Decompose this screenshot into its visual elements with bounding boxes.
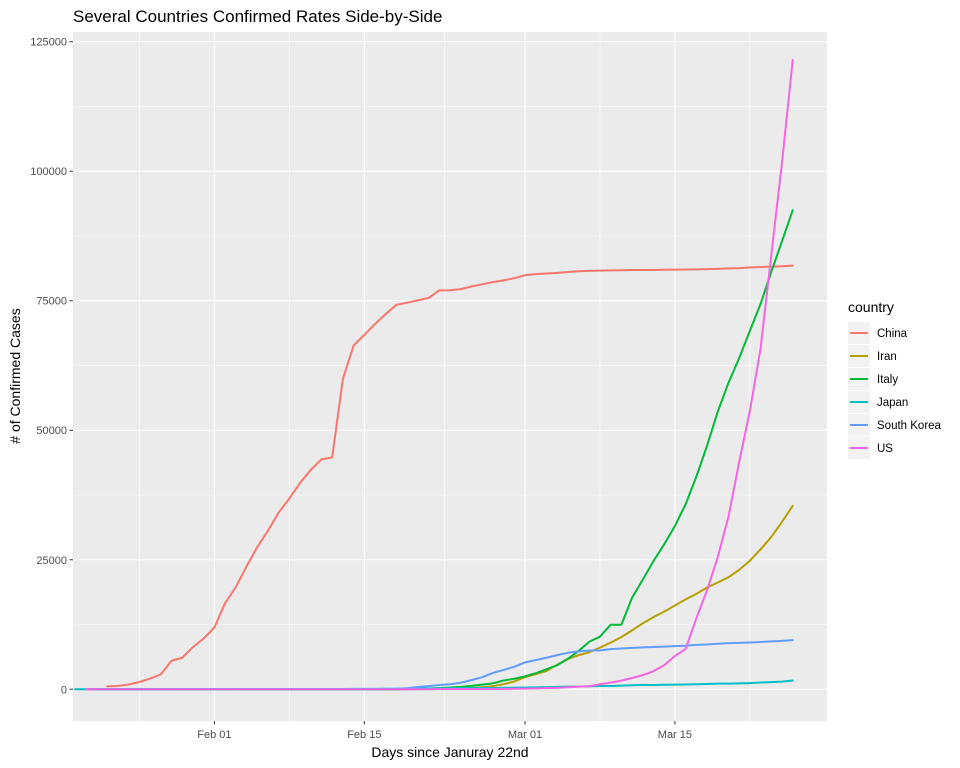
series-line-china	[106, 264, 794, 688]
y-tick-label: 100000	[30, 166, 67, 178]
y-tick-label: 125000	[30, 37, 67, 49]
legend-label-us: US	[877, 443, 893, 455]
chart-title: Several Countries Confirmed Rates Side-b…	[73, 7, 442, 26]
legend-label-china: China	[877, 328, 908, 340]
legend: country China Iran Italy Japan South Korea US	[848, 299, 942, 459]
series-line-us	[84, 58, 794, 691]
y-tick-label: 75000	[36, 296, 67, 308]
plot-panel	[73, 32, 827, 721]
x-axis: Feb 01 Feb 15 Mar 01 Mar 15	[197, 721, 692, 741]
x-tick-label: Feb 01	[197, 729, 231, 741]
legend-label-iran: Iran	[877, 351, 897, 363]
legend-label-japan: Japan	[877, 397, 908, 409]
y-tick-label: 50000	[36, 425, 67, 437]
y-axis-title: # of Confirmed Cases	[7, 308, 23, 443]
legend-label-south-korea: South Korea	[877, 420, 942, 432]
x-tick-label: Feb 15	[347, 729, 381, 741]
x-tick-label: Mar 15	[658, 729, 692, 741]
legend-title: country	[848, 299, 894, 315]
legend-label-italy: Italy	[877, 374, 898, 386]
x-tick-label: Mar 01	[508, 729, 542, 741]
y-tick-label: 0	[61, 684, 67, 696]
minor-gridlines	[73, 32, 827, 721]
x-axis-title: Days since Januray 22nd	[371, 744, 528, 760]
y-tick-label: 25000	[36, 555, 67, 567]
series-lines	[74, 58, 794, 691]
y-axis: 0 25000 50000 75000 100000 125000	[30, 37, 73, 696]
